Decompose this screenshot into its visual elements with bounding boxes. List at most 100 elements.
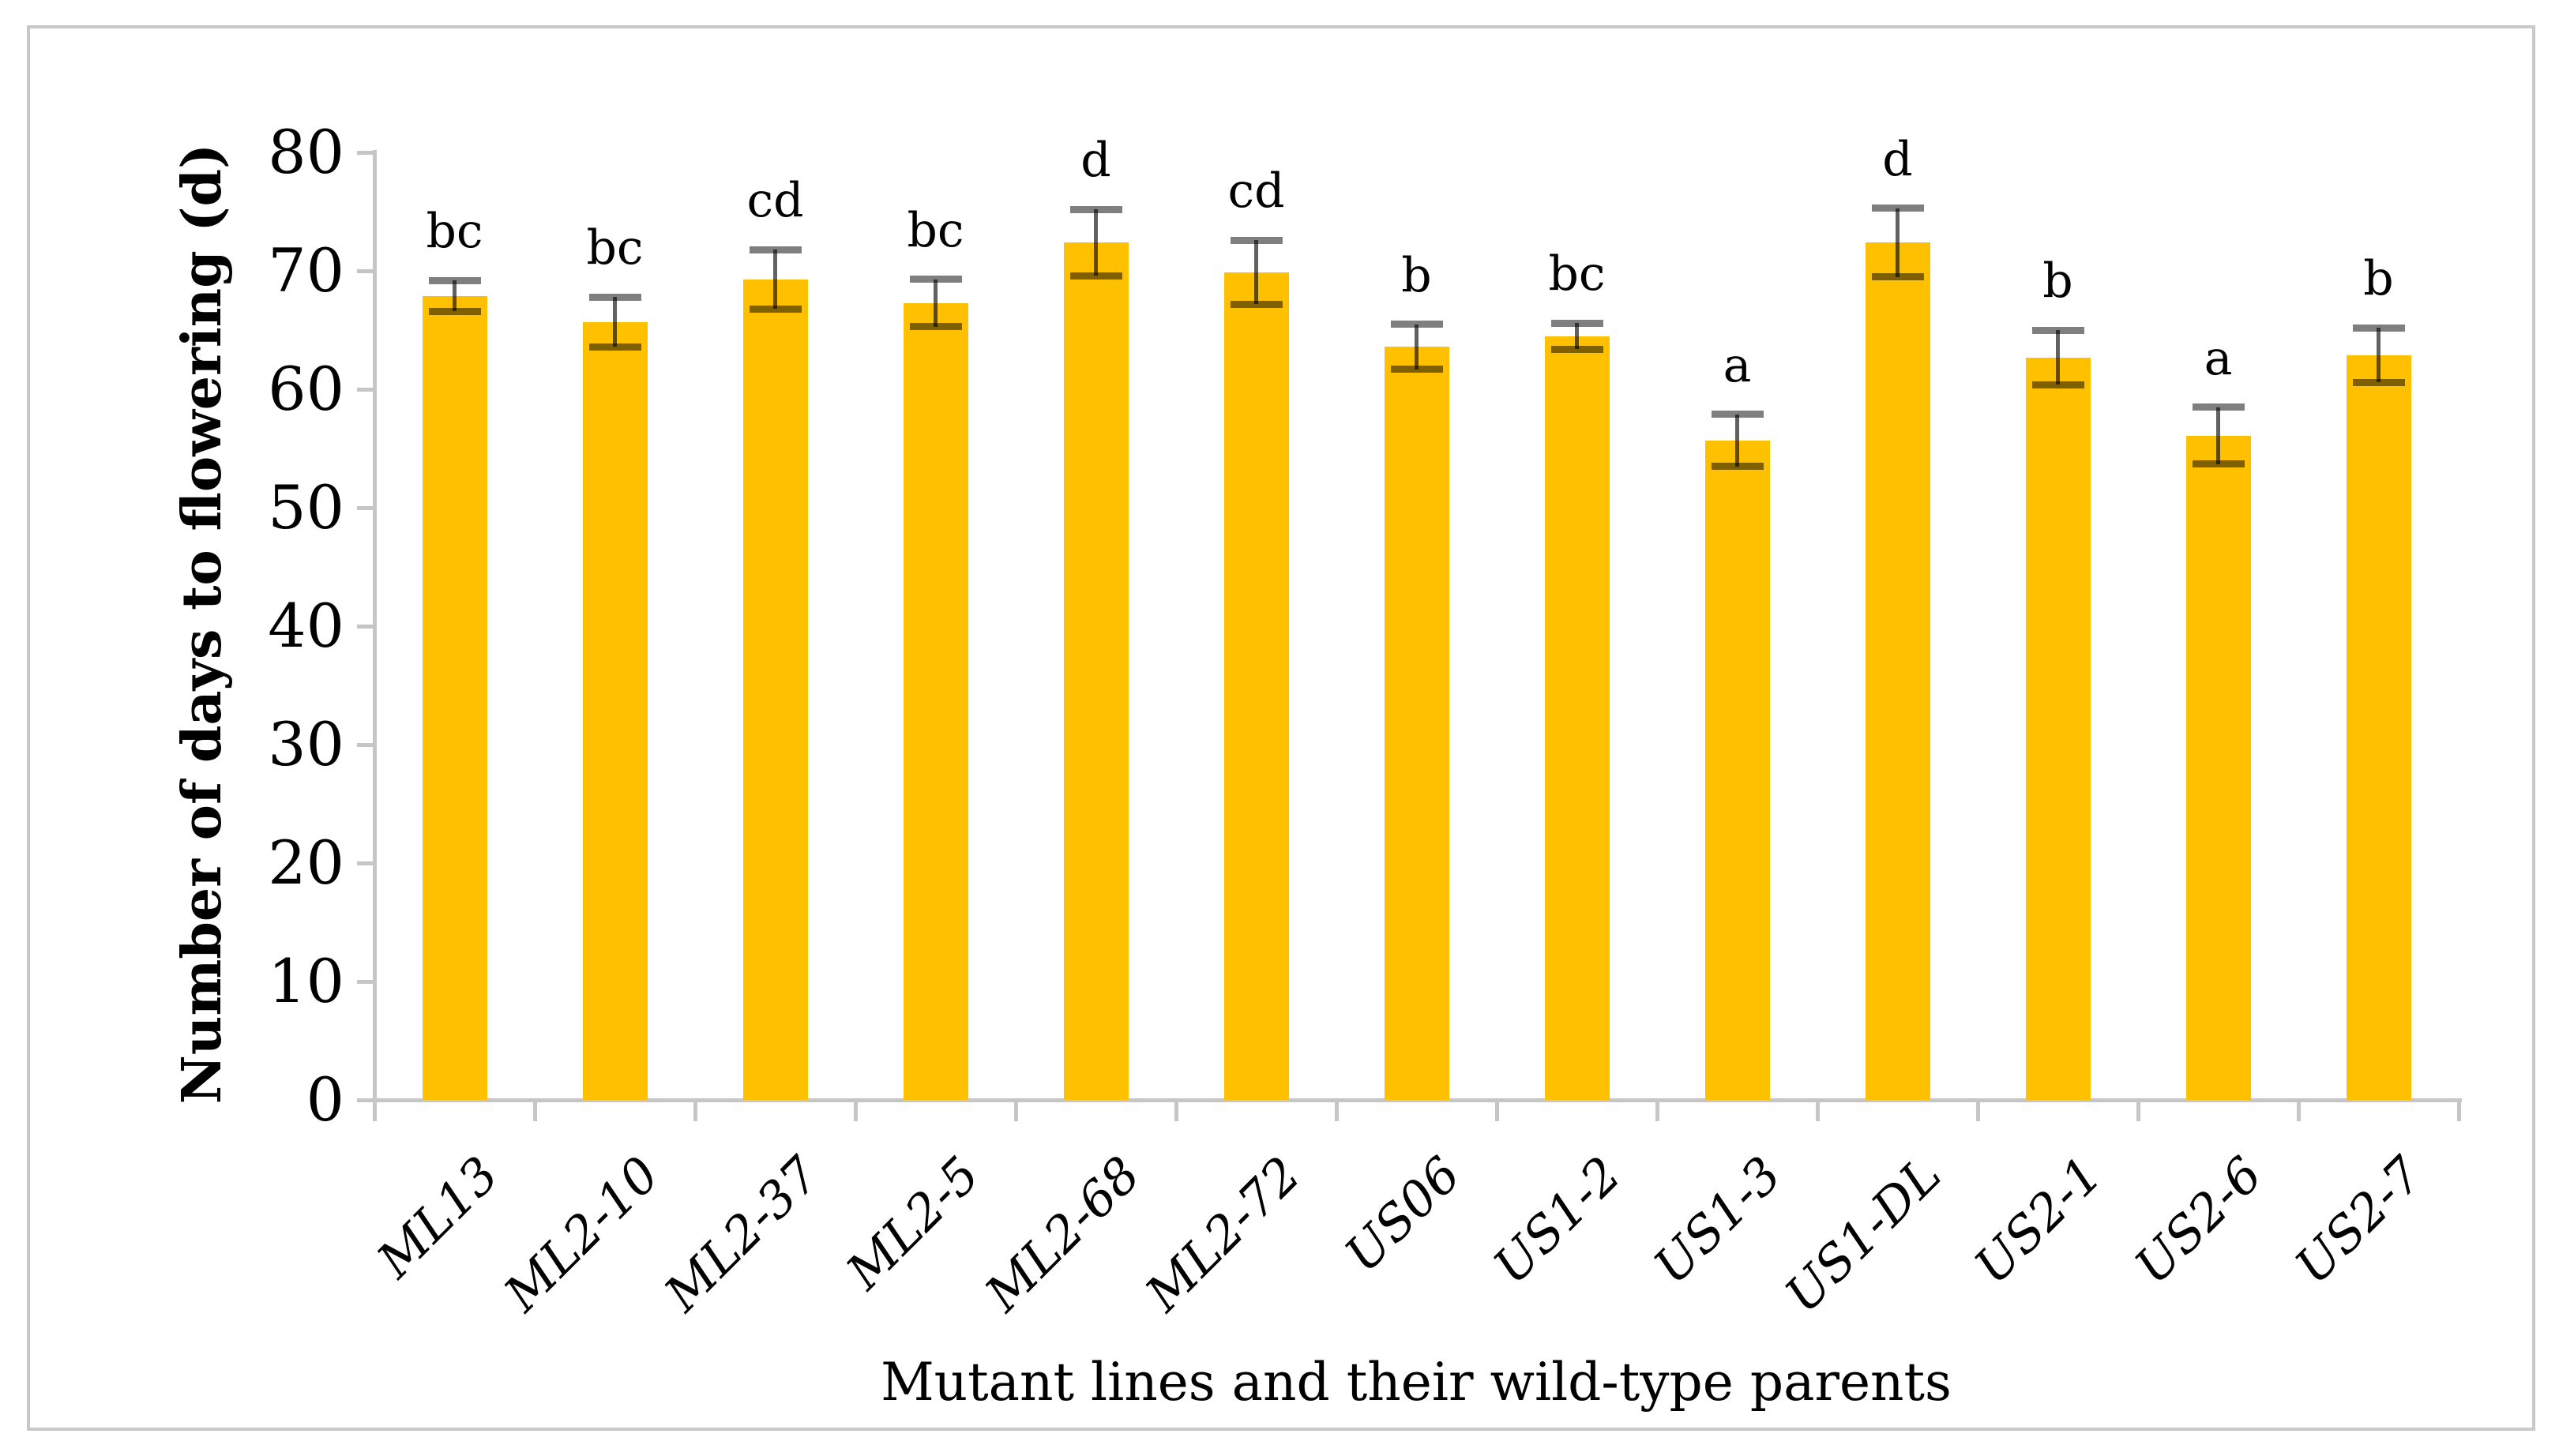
x-axis-tick xyxy=(2457,1100,2461,1121)
x-axis-tick xyxy=(854,1100,858,1121)
significance-letter: a xyxy=(2204,330,2233,386)
error-bar-cap-bottom xyxy=(1069,272,1122,280)
y-axis-tick xyxy=(357,1098,374,1102)
error-bar xyxy=(2377,328,2381,382)
x-axis-tick xyxy=(2297,1100,2301,1121)
y-axis-tick xyxy=(357,388,374,392)
bar xyxy=(422,295,487,1100)
bar xyxy=(1063,242,1129,1100)
y-axis-line xyxy=(373,150,377,1101)
error-bar-cap-bottom xyxy=(428,307,481,315)
error-bar-cap-top xyxy=(1390,321,1443,328)
x-axis-tick xyxy=(373,1100,377,1121)
bar xyxy=(1704,440,1770,1100)
error-bar-cap-bottom xyxy=(1390,366,1443,373)
y-axis-tick xyxy=(357,743,374,747)
error-bar-cap-top xyxy=(749,246,802,253)
significance-letter: b xyxy=(1401,247,1432,303)
error-bar-cap-top xyxy=(2031,326,2084,334)
error-bar-cap-top xyxy=(909,276,962,283)
x-axis-line xyxy=(357,1098,2462,1102)
significance-letter: b xyxy=(2042,253,2073,309)
error-bar xyxy=(2216,407,2220,464)
y-axis-tick xyxy=(357,980,374,984)
error-bar xyxy=(1415,324,1419,370)
error-bar xyxy=(1575,323,1579,349)
bar xyxy=(2025,357,2091,1100)
y-tick-label: 60 xyxy=(268,354,344,424)
error-bar-cap-top xyxy=(1871,205,1924,212)
y-tick-label: 50 xyxy=(268,472,344,542)
significance-letter: bc xyxy=(907,202,964,258)
bar xyxy=(2346,355,2411,1100)
error-bar xyxy=(453,280,457,311)
error-bar xyxy=(1896,208,1900,277)
y-tick-label: 30 xyxy=(268,709,344,779)
significance-letter: cd xyxy=(746,173,804,228)
significance-letter: d xyxy=(1882,131,1913,187)
error-bar-cap-top xyxy=(1230,236,1283,244)
x-axis-tick xyxy=(1816,1100,1820,1121)
significance-letter: a xyxy=(1723,337,1752,393)
significance-letter: cd xyxy=(1227,163,1285,219)
y-tick-label: 40 xyxy=(268,591,344,661)
error-bar-cap-bottom xyxy=(2031,381,2084,388)
error-bar-cap-bottom xyxy=(1711,463,1764,470)
x-axis-tick xyxy=(1174,1100,1178,1121)
x-axis-tick xyxy=(1014,1100,1018,1121)
error-bar-cap-bottom xyxy=(588,343,641,351)
y-tick-label: 10 xyxy=(268,946,344,1016)
bar xyxy=(1544,336,1610,1100)
x-axis-tick xyxy=(1335,1100,1339,1121)
figure-border xyxy=(27,25,2535,1431)
error-bar xyxy=(613,297,617,347)
error-bar-cap-top xyxy=(2352,324,2405,332)
significance-letter: bc xyxy=(1548,246,1606,302)
y-axis-tick xyxy=(357,625,374,629)
error-bar-cap-bottom xyxy=(2192,460,2245,467)
error-bar-cap-bottom xyxy=(2352,378,2405,386)
error-bar-cap-top xyxy=(2192,403,2245,411)
bar xyxy=(903,302,968,1100)
error-bar-cap-bottom xyxy=(909,323,962,330)
bar xyxy=(1865,242,1930,1100)
bar xyxy=(2185,435,2251,1100)
error-bar xyxy=(1094,209,1098,276)
error-bar-cap-top xyxy=(1711,411,1764,418)
error-bar xyxy=(1735,414,1739,467)
error-bar-cap-top xyxy=(588,293,641,301)
x-axis-tick xyxy=(1495,1100,1499,1121)
error-bar-cap-top xyxy=(428,276,481,284)
bar xyxy=(1384,347,1449,1100)
error-bar-cap-bottom xyxy=(1230,300,1283,308)
y-tick-label: 0 xyxy=(306,1064,344,1135)
x-axis-tick xyxy=(533,1100,537,1121)
error-bar-cap-top xyxy=(1550,319,1603,327)
y-tick-label: 70 xyxy=(268,235,344,306)
bar xyxy=(582,321,648,1100)
significance-letter: d xyxy=(1080,133,1111,188)
y-axis-tick xyxy=(357,269,374,273)
y-axis-tick xyxy=(357,151,374,155)
significance-letter: bc xyxy=(586,220,644,276)
significance-letter: b xyxy=(2363,251,2394,306)
y-axis-tick xyxy=(357,861,374,865)
significance-letter: bc xyxy=(426,204,483,259)
y-tick-label: 80 xyxy=(268,117,344,187)
error-bar-cap-bottom xyxy=(1550,345,1603,353)
x-axis-tick xyxy=(2136,1100,2140,1121)
error-bar-cap-bottom xyxy=(749,305,802,313)
bar xyxy=(742,279,808,1100)
x-axis-tick xyxy=(1976,1100,1980,1121)
bar xyxy=(1223,272,1289,1100)
error-bar xyxy=(934,279,938,327)
error-bar xyxy=(773,250,777,309)
error-bar xyxy=(2056,330,2060,385)
x-axis-title: Mutant lines and their wild-type parents xyxy=(881,1352,1952,1413)
error-bar-cap-bottom xyxy=(1871,273,1924,280)
error-bar-cap-top xyxy=(1069,205,1122,213)
y-tick-label: 20 xyxy=(268,827,344,898)
x-axis-tick xyxy=(693,1100,697,1121)
x-axis-tick xyxy=(1655,1100,1659,1121)
